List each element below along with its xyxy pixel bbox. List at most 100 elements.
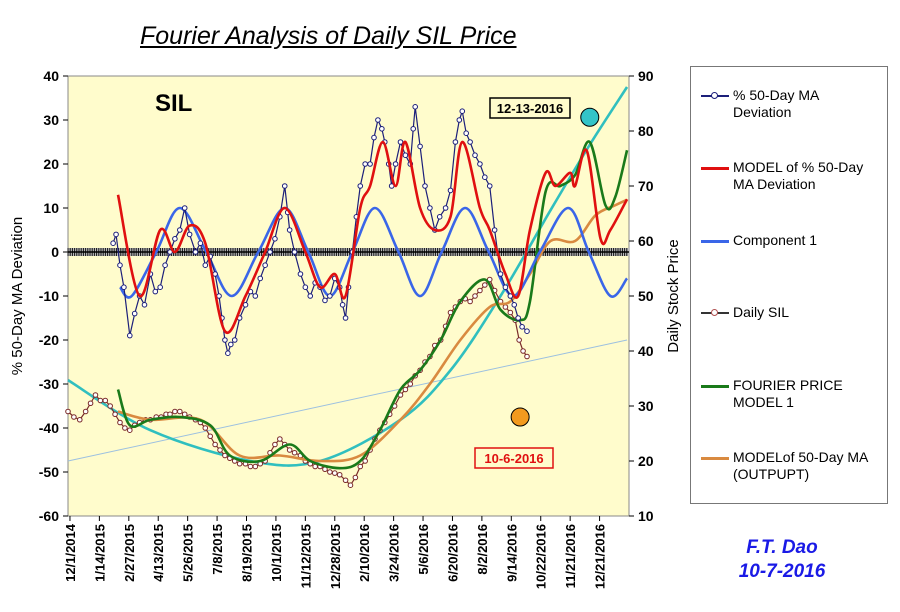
x-tick-label: 9/14/2016 bbox=[504, 524, 519, 582]
data-point-50-day-ma-deviation bbox=[367, 161, 373, 167]
x-tick-label: 1/14/2015 bbox=[92, 524, 107, 582]
data-point-50-day-ma-deviation bbox=[379, 126, 385, 132]
credit-author: F.T. Dao bbox=[746, 537, 818, 558]
legend-swatch bbox=[701, 385, 729, 388]
plot-area bbox=[67, 75, 630, 517]
data-point-50-day-ma-deviation bbox=[472, 152, 478, 158]
data-point-50-day-ma-deviation bbox=[502, 284, 509, 291]
data-point-50-day-ma-deviation bbox=[410, 126, 417, 132]
data-point-50-day-ma-deviation bbox=[225, 350, 231, 357]
y-right-tick-label: 70 bbox=[638, 178, 654, 194]
legend-item-model-ma: MODELof 50-Day MA (OUTPUPT) bbox=[701, 449, 873, 483]
data-point-50-day-ma-deviation bbox=[442, 205, 449, 211]
series-line-modelof-50-day-ma-outpupt bbox=[117, 198, 628, 463]
data-point-daily-sil bbox=[97, 397, 104, 404]
data-point-daily-sil bbox=[87, 400, 94, 407]
data-point-50-day-ma-deviation bbox=[262, 262, 268, 269]
data-point-daily-sil bbox=[172, 408, 178, 415]
data-point-daily-sil bbox=[524, 353, 530, 360]
chart-title: Fourier Analysis of Daily SIL Price bbox=[140, 22, 517, 50]
data-point-daily-sil bbox=[112, 411, 118, 418]
data-point-50-day-ma-deviation bbox=[186, 231, 193, 238]
data-point-50-day-ma-deviation bbox=[422, 183, 428, 189]
data-point-daily-sil bbox=[177, 408, 183, 415]
series-line-component-1 bbox=[118, 206, 629, 299]
data-point-50-day-ma-deviation bbox=[519, 324, 525, 330]
x-tick-label: 2/27/2015 bbox=[122, 524, 137, 582]
data-point-daily-sil bbox=[212, 441, 218, 448]
data-point-50-day-ma-deviation bbox=[110, 240, 116, 246]
data-point-50-day-ma-deviation bbox=[307, 293, 314, 299]
data-point-daily-sil bbox=[122, 425, 128, 431]
x-tick-label: 11/12/2015 bbox=[298, 524, 313, 588]
x-tick-label: 8/19/2015 bbox=[240, 524, 255, 582]
data-point-50-day-ma-deviation bbox=[197, 240, 204, 246]
legend-label: MODELof 50-Day MA (OUTPUPT) bbox=[733, 449, 868, 482]
legend-label: FOURIER PRICE MODEL 1 bbox=[733, 377, 843, 410]
data-point-daily-sil bbox=[82, 408, 89, 415]
y-left-tick-label: 0 bbox=[51, 244, 59, 260]
data-point-50-day-ma-deviation bbox=[177, 227, 183, 233]
data-point-50-day-ma-deviation bbox=[222, 337, 228, 343]
data-point-50-day-ma-deviation bbox=[131, 310, 138, 317]
legend-swatch bbox=[701, 167, 729, 170]
data-point-daily-sil bbox=[217, 447, 223, 453]
legend-swatch bbox=[701, 240, 729, 243]
data-point-50-day-ma-deviation bbox=[327, 293, 333, 299]
annotation-marker bbox=[510, 407, 530, 427]
x-tick-label: 8/2/2016 bbox=[475, 524, 490, 575]
series-line-50-day-ma-deviation bbox=[112, 106, 528, 356]
data-point-50-day-ma-deviation bbox=[402, 152, 409, 158]
data-point-50-day-ma-deviation bbox=[524, 328, 530, 335]
x-tick-label: 5/26/2015 bbox=[181, 524, 196, 582]
data-point-daily-sil bbox=[347, 482, 354, 489]
data-point-daily-sil bbox=[402, 386, 409, 393]
legend-label: Component 1 bbox=[733, 232, 818, 248]
y-right-tick-label: 30 bbox=[638, 398, 654, 414]
y-left-tick-label: -50 bbox=[39, 464, 59, 480]
data-point-50-day-ma-deviation bbox=[362, 161, 368, 167]
y-left-tick-label: -20 bbox=[39, 332, 59, 348]
legend-swatch bbox=[701, 92, 729, 99]
y-right-tick-label: 50 bbox=[638, 288, 654, 304]
data-point-50-day-ma-deviation bbox=[459, 108, 466, 114]
y-right-axis-title: Daily Stock Price bbox=[665, 239, 682, 352]
data-point-50-day-ma-deviation bbox=[167, 249, 173, 255]
x-tick-label: 2/10/2016 bbox=[357, 524, 372, 582]
data-point-daily-sil bbox=[331, 470, 338, 476]
data-point-50-day-ma-deviation bbox=[322, 297, 328, 304]
data-point-50-day-ma-deviation bbox=[252, 293, 259, 299]
data-point-daily-sil bbox=[126, 427, 133, 434]
legend-label: Daily SIL bbox=[733, 304, 790, 320]
data-point-daily-sil bbox=[342, 477, 349, 484]
data-point-50-day-ma-deviation bbox=[272, 236, 278, 242]
data-point-daily-sil bbox=[291, 449, 298, 456]
data-point-50-day-ma-deviation bbox=[511, 302, 518, 308]
series-line-linear-trend bbox=[67, 339, 628, 462]
y-right-tick-label: 40 bbox=[638, 343, 654, 359]
data-point-daily-sil bbox=[407, 381, 414, 387]
data-point-50-day-ma-deviation bbox=[482, 174, 488, 180]
data-point-50-day-ma-deviation bbox=[121, 284, 127, 291]
data-point-daily-sil bbox=[102, 397, 109, 404]
legend-item-component1: Component 1 bbox=[701, 232, 873, 249]
legend-item-daily-sil: Daily SIL bbox=[701, 304, 873, 321]
legend-swatch bbox=[701, 309, 729, 316]
data-point-daily-sil bbox=[272, 441, 278, 448]
data-point-daily-sil bbox=[516, 337, 522, 343]
data-point-50-day-ma-deviation bbox=[371, 134, 377, 141]
data-point-daily-sil bbox=[107, 403, 113, 409]
legend-item-model-deviation: MODEL of % 50-Day MA Deviation bbox=[701, 159, 873, 193]
x-tick-label: 12/1/2014 bbox=[63, 523, 78, 582]
annotation-box bbox=[489, 97, 571, 119]
data-point-daily-sil bbox=[181, 411, 188, 418]
annotation-box bbox=[474, 447, 554, 469]
x-tick-label: 3/24/2016 bbox=[387, 524, 402, 582]
data-point-50-day-ma-deviation bbox=[181, 205, 188, 211]
x-tick-label: 4/13/2015 bbox=[151, 524, 166, 582]
data-point-50-day-ma-deviation bbox=[281, 183, 288, 189]
data-point-daily-sil bbox=[472, 293, 478, 299]
data-point-daily-sil bbox=[71, 414, 77, 420]
annotation-label: 10-6-2016 bbox=[484, 451, 543, 466]
